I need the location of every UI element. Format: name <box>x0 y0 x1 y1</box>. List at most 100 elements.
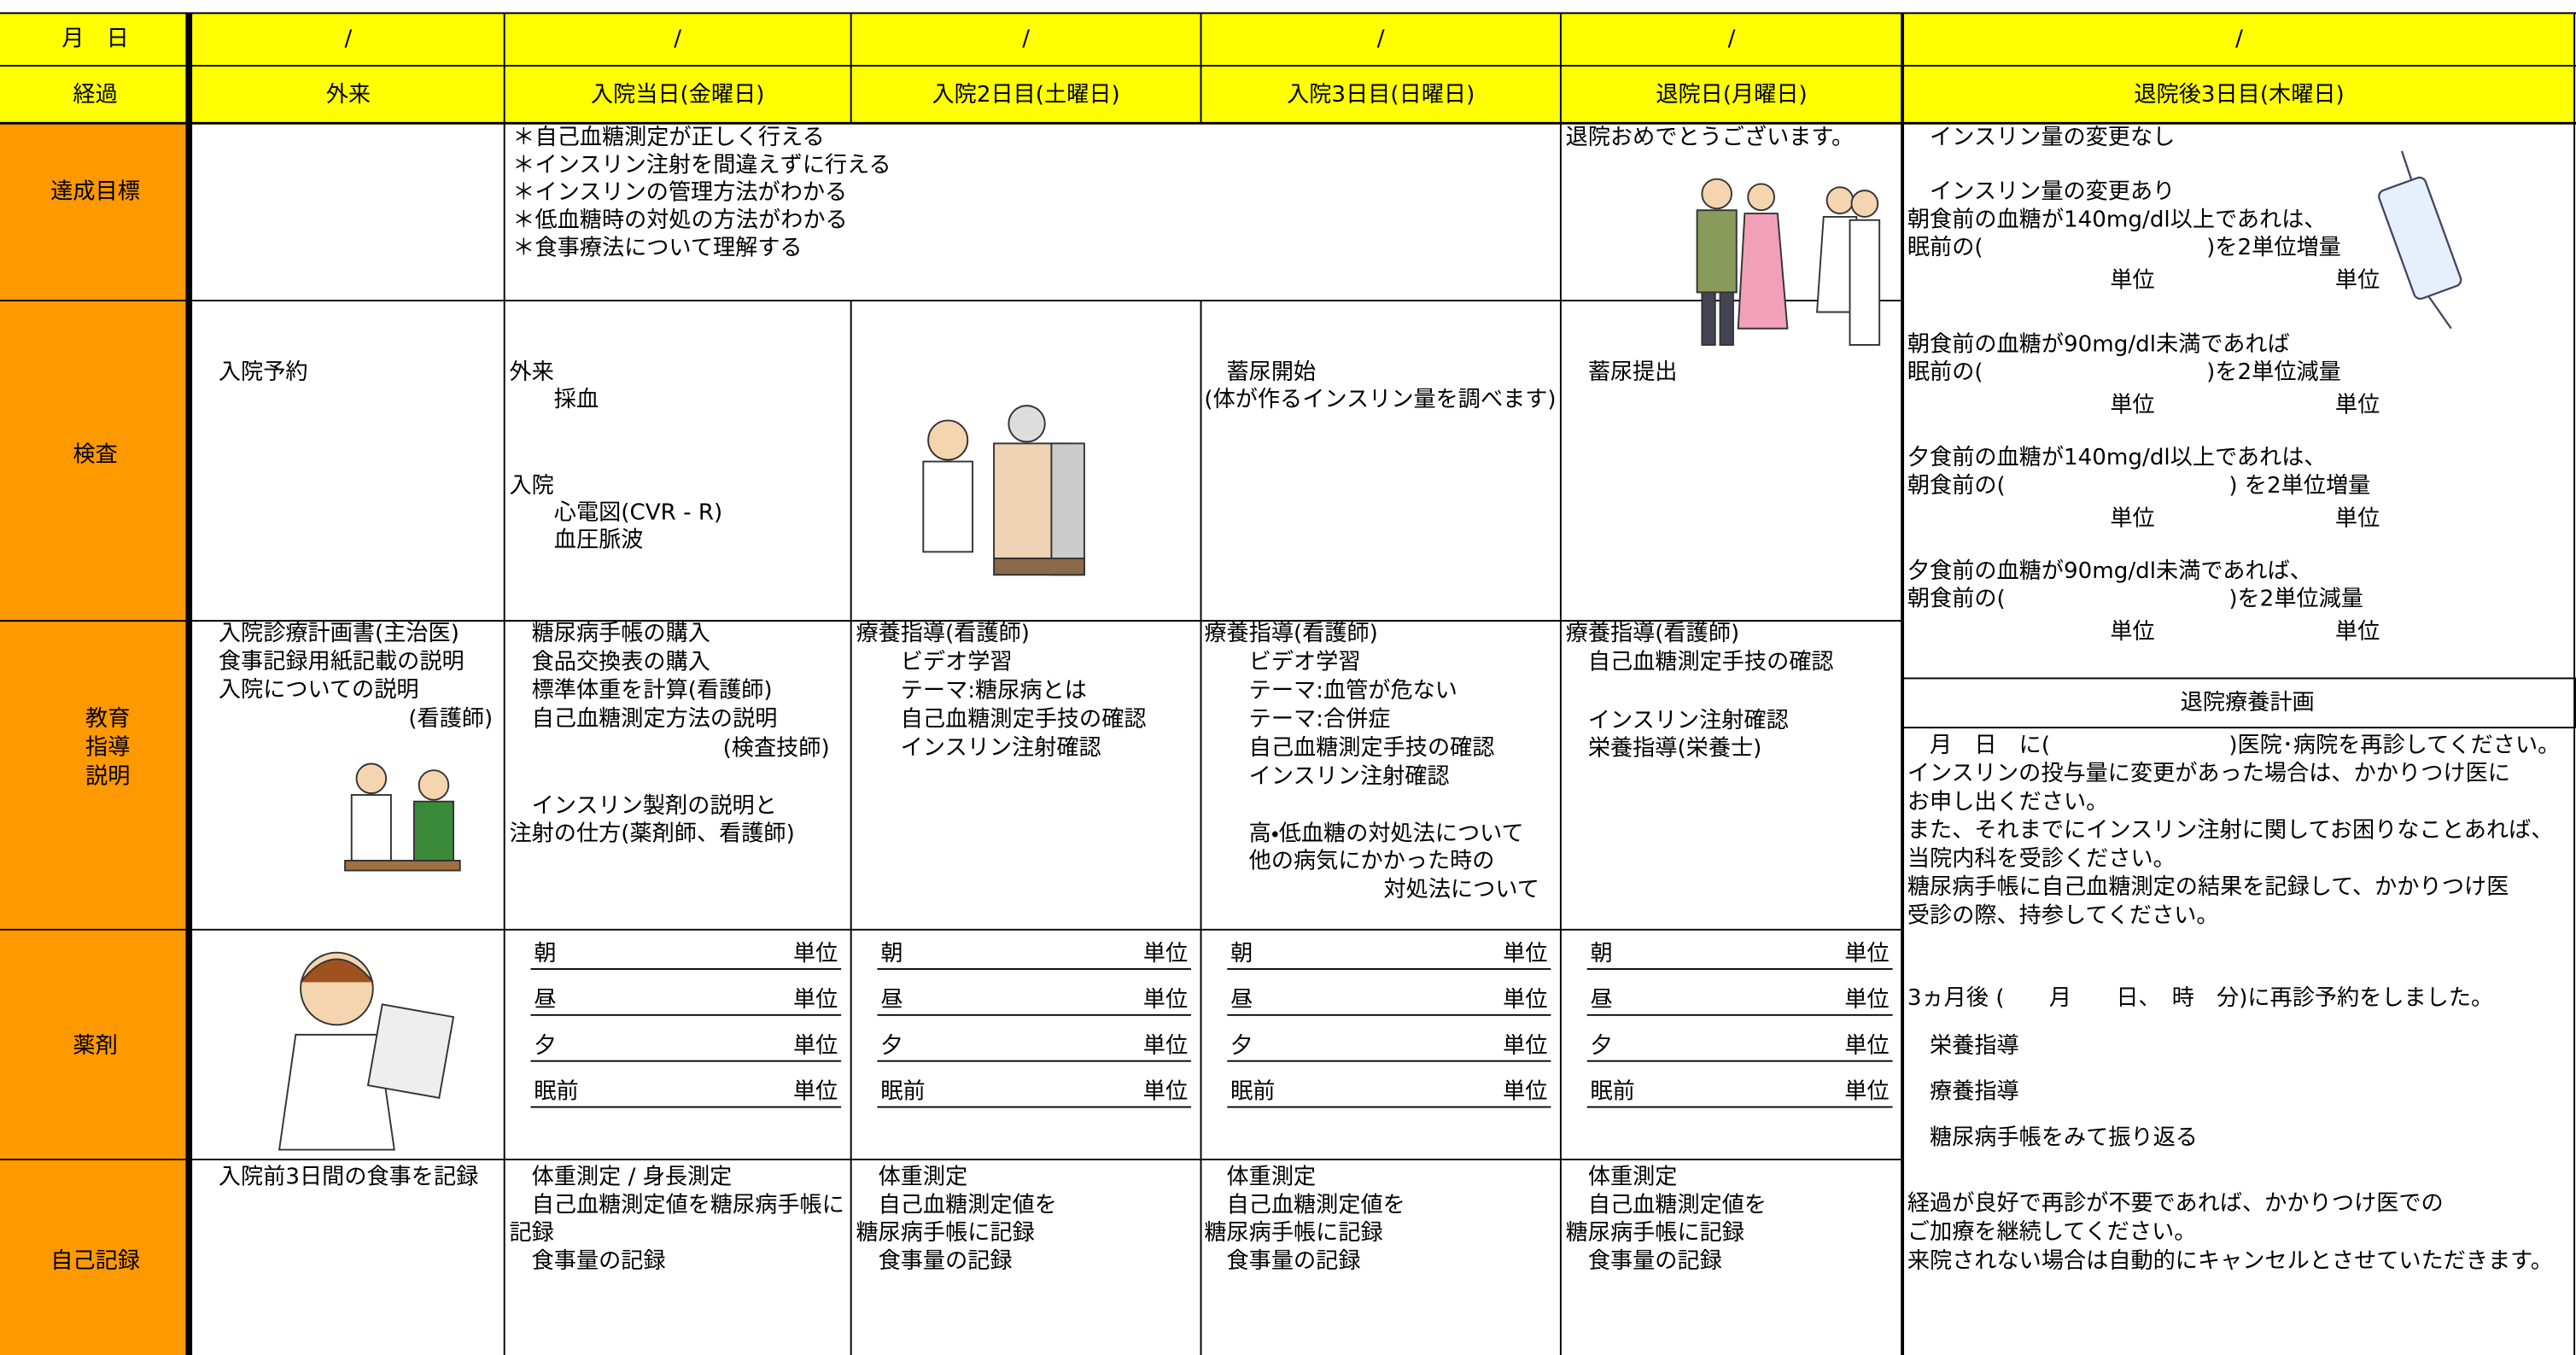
cell-text: 対処法について <box>1384 877 1539 902</box>
cell-text: 眠前の( )を2単位増量 <box>1907 235 2341 260</box>
cell-text: 食事記録用紙記載の説明 <box>219 649 464 675</box>
dose-unit: 単位 <box>1503 941 1547 967</box>
cell-text: 自己血糖測定値を <box>856 1192 1056 1218</box>
date-cell: / <box>2235 26 2243 52</box>
row-label: 検査 <box>73 441 117 467</box>
dose-unit: 単位 <box>1844 1033 1889 1059</box>
row-label: 薬剤 <box>73 1033 117 1059</box>
dose-unit: 単位 <box>793 941 838 967</box>
date-cell: / <box>674 26 681 52</box>
illustration-exam <box>922 405 1085 576</box>
illustration-couple-nurse <box>1696 178 1881 346</box>
dose-slot: 朝 <box>1591 941 1613 967</box>
table-grid <box>0 12 2576 1355</box>
cell-text: インスリン注射確認 <box>1566 708 1789 733</box>
phase-cell: 退院後3日目(木曜日) <box>2134 82 2344 108</box>
cell-text: インスリン量の変更あり <box>1907 179 2175 205</box>
dose-slot: 眠前 <box>1230 1079 1275 1105</box>
cell-text: 入院についての説明 <box>219 677 419 703</box>
cell-text: 食事量の記録 <box>1204 1248 1360 1274</box>
cell-text: (体が作るインスリン量を調べます) <box>1204 387 1556 412</box>
row-label: 説明 <box>85 763 130 789</box>
cell-text: 自己血糖測定値を <box>1204 1192 1405 1218</box>
row-label-band <box>0 123 186 1355</box>
dose-unit: 単位 <box>1143 1079 1188 1105</box>
cell-text: 療養指導(看護師) <box>856 621 1030 646</box>
rule-unit: 単位 <box>2335 393 2380 418</box>
cell-text: 蓄尿開始 <box>1204 359 1316 385</box>
cell-text: 経過が良好で再診が不要であれば、かかりつけ医での <box>1907 1191 2444 1217</box>
rule-unit: 単位 <box>2110 505 2154 531</box>
dose-slot: 夕 <box>880 1033 902 1059</box>
dose-unit: 単位 <box>793 1033 838 1059</box>
date-cell: / <box>1377 26 1385 52</box>
cell-text: インスリン注射確認 <box>1204 763 1449 789</box>
cell-text: 体重測定 <box>1566 1165 1678 1190</box>
cell-text: 食品交換表の購入 <box>509 649 710 675</box>
cell-text: 朝食前の血糖が140mg/dl以上であれは、 <box>1907 207 2327 232</box>
dose-slot: 眠前 <box>880 1079 925 1105</box>
rule-unit: 単位 <box>2335 619 2380 645</box>
cell-text: テーマ:血管が危ない <box>1204 678 1457 704</box>
cell-text: 退院おめでとうございます。 <box>1566 125 1854 150</box>
cell-text: 蓄尿提出 <box>1566 359 1678 385</box>
cell-text: 受診の際、持参してください。 <box>1907 903 2219 929</box>
cell-text: 自己血糖測定値を糖尿病手帳に <box>509 1192 844 1218</box>
cell-text: 入院予約 <box>219 359 308 385</box>
date-cell: / <box>345 26 353 52</box>
cell-text: (看護師) <box>408 706 493 732</box>
cell-text: 来院されない場合は自動的にキャンセルとさせていただきます。 <box>1907 1248 2553 1274</box>
dose-slot: 眠前 <box>534 1079 578 1105</box>
date-cell: / <box>1022 26 1030 52</box>
cell-text: 入院診療計画書(主治医) <box>219 621 459 646</box>
dose-slot: 昼 <box>880 987 902 1013</box>
cell-text: 入院 <box>509 473 553 499</box>
cell-text: 心電図(CVR - R) <box>509 500 722 526</box>
dose-unit: 単位 <box>1503 1079 1547 1105</box>
cell-text: 外来 <box>509 359 553 385</box>
cell-text: 朝食前の( )を2単位減量 <box>1907 587 2363 612</box>
dose-slot: 昼 <box>534 987 556 1013</box>
cell-text: 月 日 に( )医院･病院を再診してください。 <box>1907 733 2560 758</box>
dose-slot: 昼 <box>1230 987 1253 1013</box>
rule-unit: 単位 <box>2110 267 2154 293</box>
dose-unit: 単位 <box>1143 1033 1188 1059</box>
cell-text: 自己血糖測定値を <box>1566 1192 1767 1218</box>
dose-unit: 単位 <box>1143 987 1188 1013</box>
cell-text: (検査技師) <box>723 736 830 762</box>
phase-cell: 外来 <box>326 82 371 108</box>
phase-cell: 入院2日目(土曜日) <box>932 82 1120 108</box>
cell-text: ビデオ学習 <box>1204 649 1360 675</box>
cell-text: 自己血糖測定手技の確認 <box>1204 735 1494 761</box>
dose-unit: 単位 <box>793 1079 838 1105</box>
cell-text: インスリンの投与量に変更があった場合は、かかりつけ医に <box>1907 761 2510 786</box>
cell-text: 療養指導 <box>1907 1079 2019 1105</box>
date-cell: / <box>1728 26 1736 52</box>
cell-text: 体重測定 <box>856 1165 967 1190</box>
rule-unit: 単位 <box>2110 619 2154 645</box>
cell-text: インスリン量の変更なし <box>1907 125 2175 150</box>
dose-unit: 単位 <box>1503 987 1547 1013</box>
plan-title-box <box>1901 677 2576 729</box>
cell-text: ＊食事療法について理解する <box>512 235 802 260</box>
illustration-syringe <box>2378 150 2462 330</box>
cell-text: ご加療を継続してください。 <box>1907 1219 2197 1245</box>
cell-text: 夕食前の血糖が90mg/dl未満であれば、 <box>1907 558 2312 584</box>
cell-text: 朝食前の血糖が90mg/dl未満であれば <box>1907 331 2290 357</box>
dose-slot: 眠前 <box>1591 1079 1635 1105</box>
cell-text: 血圧脈波 <box>509 527 643 552</box>
dose-slot: 昼 <box>1591 987 1613 1013</box>
cell-text: テーマ:糖尿病とは <box>856 678 1086 704</box>
rule-unit: 単位 <box>2335 505 2380 531</box>
cell-text: 食事量の記録 <box>509 1248 665 1274</box>
phase-cell: 入院3日目(日曜日) <box>1287 82 1475 108</box>
cell-text: 栄養指導 <box>1907 1033 2019 1059</box>
cell-text: ＊自己血糖測定が正しく行える <box>512 125 824 150</box>
cell-text: 夕食前の血糖が140mg/dl以上であれは、 <box>1907 445 2327 470</box>
cell-text: 食事量の記録 <box>856 1248 1012 1274</box>
cell-text: 高・低血糖の対処法について <box>1204 821 1523 847</box>
dose-unit: 単位 <box>1844 1079 1889 1105</box>
cell-text: 療養指導(看護師) <box>1566 621 1740 646</box>
